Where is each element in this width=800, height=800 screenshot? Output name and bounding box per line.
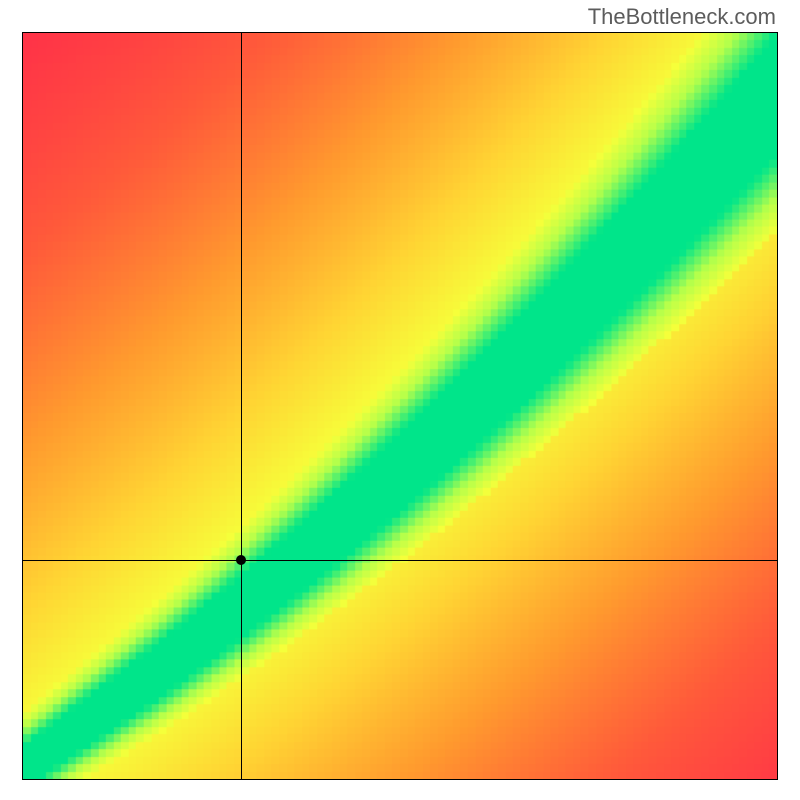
heatmap-canvas	[23, 33, 777, 779]
plot-area	[22, 32, 778, 780]
chart-container: TheBottleneck.com	[0, 0, 800, 800]
watermark-text: TheBottleneck.com	[588, 4, 776, 30]
